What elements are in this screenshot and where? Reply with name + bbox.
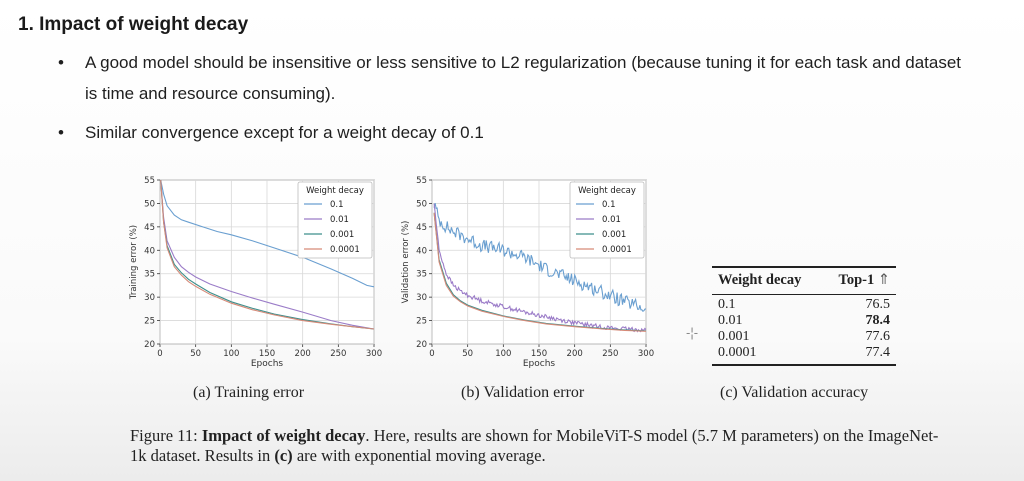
- y-tick-label: 30: [144, 293, 155, 303]
- series-line-0-01: [433, 203, 646, 333]
- y-tick-label: 30: [416, 293, 427, 303]
- table-row: 0.01 78.4: [712, 313, 896, 329]
- bullet-item: • A good model should be insensitive or …: [58, 47, 978, 109]
- x-tick-label: 250: [602, 349, 618, 359]
- series-line-0-0001: [160, 180, 374, 330]
- figure-caption-title: Impact of weight decay: [201, 426, 366, 445]
- series-group: [160, 180, 374, 330]
- weight-decay-table: Weight decay Top-1 ⇑ 0.1 76.5 0.01 78.4 0.00…: [712, 266, 896, 366]
- table-cell-weight-decay: 0.001: [718, 329, 750, 344]
- y-tick-label: 35: [144, 270, 155, 280]
- x-tick-label: 200: [567, 349, 583, 359]
- x-tick-label: 150: [259, 349, 275, 359]
- y-tick-label: 40: [144, 246, 155, 256]
- y-tick-label: 35: [416, 270, 427, 280]
- y-tick-label: 50: [144, 199, 155, 209]
- x-tick-label: 50: [462, 349, 473, 359]
- up-arrow-icon: ⇑: [877, 272, 890, 288]
- series-line-0-001: [160, 180, 374, 330]
- y-tick-label: 40: [416, 246, 427, 256]
- x-tick-label: 200: [295, 349, 311, 359]
- legend-box: [569, 181, 645, 259]
- figure-caption-label: Figure 11:: [130, 426, 198, 445]
- crosshair-cursor-icon: -¦-: [686, 325, 699, 340]
- x-tick-label: 100: [495, 349, 511, 359]
- x-tick-label: 0: [157, 349, 162, 359]
- x-tick-label: 0: [429, 349, 434, 359]
- table-rule-mid: [712, 294, 896, 295]
- y-tick-label: 20: [416, 340, 427, 350]
- legend-entry: 0.001: [330, 230, 354, 240]
- table-row: 0.001 77.6: [712, 329, 896, 345]
- legend-entry: 0.1: [602, 200, 616, 210]
- table-header-weight-decay: Weight decay: [718, 272, 802, 288]
- table-cell-top1: 78.4: [865, 313, 891, 328]
- x-tick-label: 50: [190, 349, 201, 359]
- x-axis-label: Epochs: [523, 359, 556, 369]
- y-tick-label: 55: [144, 176, 155, 186]
- y-tick-label: 55: [416, 176, 427, 186]
- x-tick-label: 300: [638, 349, 654, 359]
- table-header-top1-label: Top-1: [838, 272, 875, 288]
- table-cell-weight-decay: 0.01: [718, 313, 743, 328]
- y-axis-label: Training error (%): [129, 225, 139, 300]
- bullet-text: A good model should be insensitive or le…: [85, 53, 962, 103]
- table-header-row: Weight decay Top-1 ⇑: [712, 268, 896, 294]
- y-tick-label: 25: [144, 317, 155, 327]
- table-rule-top: [712, 266, 896, 268]
- series-line-0-1: [160, 180, 374, 288]
- legend-title: Weight decay: [306, 186, 364, 196]
- bullet-dot: •: [58, 53, 64, 72]
- legend-entry: 0.0001: [602, 245, 632, 255]
- y-tick-label: 25: [416, 317, 427, 327]
- legend-title: Weight decay: [578, 186, 636, 196]
- x-tick-label: 250: [330, 349, 346, 359]
- bullet-text: Similar convergence except for a weight …: [85, 123, 484, 142]
- x-axis-label: Epochs: [251, 359, 284, 369]
- slide-heading: 1. Impact of weight decay: [18, 14, 249, 35]
- legend-entry: 0.01: [330, 215, 349, 225]
- figure-caption-ref: (c): [274, 446, 293, 465]
- series-line-0-01: [160, 180, 374, 330]
- table-rule-bottom: [712, 364, 896, 366]
- legend-entry: 0.001: [602, 230, 626, 240]
- table-row: 0.0001 77.4: [712, 345, 896, 361]
- validation-error-chart: 0 50 100 150 200 250 300 20 25 30 35 40 45 50 55 Epochs…: [401, 176, 654, 369]
- legend-box: [297, 181, 373, 259]
- y-tick-label: 45: [416, 223, 427, 233]
- subcaption-validation-accuracy: (c) Validation accuracy: [720, 384, 869, 401]
- table-body: 0.1 76.5 0.01 78.4 0.001 77.6 0.0001 77.4: [712, 295, 896, 364]
- table-row: 0.1 76.5: [712, 297, 896, 313]
- y-axis-label: Validation error (%): [401, 221, 411, 304]
- figure-caption-text: . Here, results are shown for MobileViT-…: [130, 426, 939, 465]
- table-cell-weight-decay: 0.0001: [718, 345, 757, 360]
- series-line-0-1: [433, 202, 646, 313]
- subcaption-validation-error: (b) Validation error: [461, 384, 585, 401]
- x-tick-label: 150: [531, 349, 547, 359]
- y-tick-label: 45: [144, 223, 155, 233]
- legend-entry: 0.0001: [330, 245, 360, 255]
- table-cell-top1: 77.4: [865, 345, 891, 360]
- bullet-dot: •: [58, 123, 64, 142]
- x-tick-label: 300: [366, 349, 382, 359]
- subcaption-training-error: (a) Training error: [193, 384, 305, 401]
- legend-entry: 0.1: [330, 200, 344, 210]
- figure-caption: Figure 11: Impact of weight decay. Here,…: [130, 426, 940, 466]
- training-error-chart: 0 50 100 150 200 250 300 20 25 30 35 40 45 50 55 Epochs…: [129, 176, 382, 369]
- bullet-item: • Similar convergence except for a weigh…: [58, 117, 978, 148]
- series-line-0-0001: [433, 212, 646, 332]
- table-cell-weight-decay: 0.1: [718, 297, 736, 312]
- x-tick-label: 100: [223, 349, 239, 359]
- figure-caption-text-end: are with exponential moving average.: [292, 446, 546, 465]
- legend-entry: 0.01: [602, 215, 621, 225]
- y-tick-label: 50: [416, 199, 427, 209]
- table-cell-top1: 77.6: [865, 329, 891, 344]
- table-cell-top1: 76.5: [865, 297, 891, 312]
- series-group: [433, 202, 646, 333]
- y-tick-label: 20: [144, 340, 155, 350]
- table-header-top1: Top-1 ⇑: [838, 272, 890, 289]
